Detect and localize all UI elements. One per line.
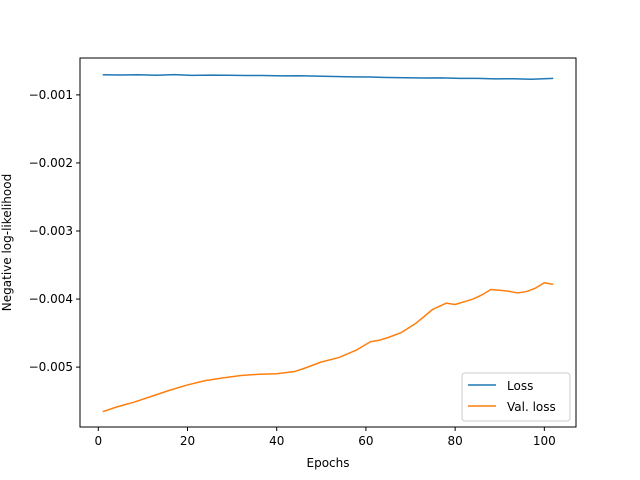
legend-label-val-loss: Val. loss (507, 400, 556, 414)
x-tick-label: 20 (180, 434, 195, 448)
x-tick-label: 0 (94, 434, 102, 448)
legend: Loss Val. loss (461, 372, 571, 422)
x-tick-label: 60 (358, 434, 373, 448)
plot-lines (102, 73, 554, 413)
x-axis-ticks: 0 20 40 60 80 100 (94, 427, 556, 448)
y-tick-label: −0.003 (29, 224, 73, 238)
y-tick-label: −0.004 (29, 292, 73, 306)
series-line-val-loss (102, 281, 554, 413)
plot-area-frame (79, 57, 577, 428)
y-axis-label: Negative log-likelihood (0, 174, 14, 311)
y-tick-label: −0.005 (29, 360, 73, 374)
x-tick-label: 80 (447, 434, 462, 448)
y-axis-ticks: −0.001 −0.002 −0.003 −0.004 −0.005 (29, 88, 80, 374)
x-axis-label: Epochs (307, 456, 350, 470)
series-line-loss (102, 73, 554, 80)
x-tick-label: 100 (533, 434, 556, 448)
y-tick-label: −0.001 (29, 88, 73, 102)
x-tick-label: 40 (269, 434, 284, 448)
y-tick-label: −0.002 (29, 156, 73, 170)
legend-label-loss: Loss (507, 379, 533, 393)
